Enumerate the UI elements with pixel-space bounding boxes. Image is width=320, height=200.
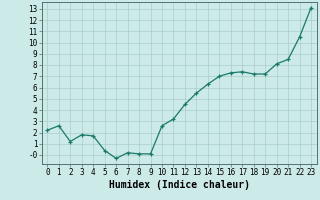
X-axis label: Humidex (Indice chaleur): Humidex (Indice chaleur): [109, 180, 250, 190]
